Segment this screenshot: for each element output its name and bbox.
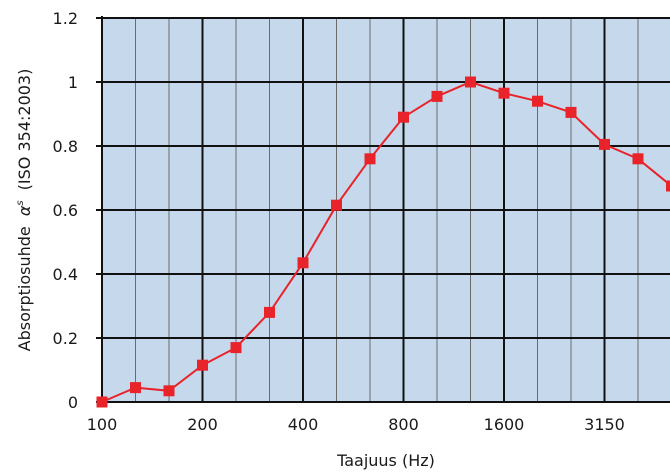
x-tick-label: 3150 (584, 415, 625, 434)
x-tick-label: 1600 (484, 415, 525, 434)
data-point-marker (599, 138, 610, 150)
y-axis-title-superscript: s (15, 200, 26, 205)
data-point-marker (96, 396, 108, 408)
data-point-marker (632, 153, 644, 165)
y-axis-title-prefix: Absorptiosuhde (15, 226, 34, 351)
data-point-marker (431, 90, 443, 102)
data-point-marker (130, 382, 141, 394)
y-tick-label: 1 (68, 73, 78, 92)
y-tick-label: 1.2 (53, 9, 78, 28)
data-point-marker (465, 76, 476, 88)
y-tick-label: 0.8 (53, 137, 78, 156)
data-point-marker (498, 87, 510, 99)
y-tick-label: 0 (68, 393, 78, 412)
y-tick-label: 0.2 (53, 329, 78, 348)
y-tick-labels: 0 0.2 0.4 0.6 0.8 1 1.2 (53, 9, 78, 412)
x-tick-label: 400 (288, 415, 319, 434)
x-tick-label: 200 (187, 415, 218, 434)
x-tick-label: 800 (388, 415, 419, 434)
data-point-marker (230, 342, 242, 354)
data-point-marker (163, 385, 175, 397)
x-axis-title: Taajuus (Hz) (336, 451, 435, 470)
data-point-marker (197, 359, 208, 371)
y-axis-title: Absorptiosuhde αs (ISO 354:2003) (8, 69, 34, 352)
x-tick-labels: 100 200 400 800 1600 3150 (87, 415, 625, 434)
y-tick-label: 0.6 (53, 201, 78, 220)
data-point-marker (331, 199, 342, 211)
y-axis-title-suffix: (ISO 354:2003) (15, 69, 34, 191)
series-line (101, 80, 670, 403)
y-axis-title-symbol: α (15, 205, 34, 216)
grid-lines (96, 16, 670, 406)
data-point-marker (398, 111, 409, 123)
x-tick-label: 100 (87, 415, 118, 434)
data-point-marker (264, 306, 275, 318)
data-point-marker (364, 153, 376, 165)
data-series (96, 76, 670, 408)
data-point-marker (565, 106, 577, 118)
data-point-marker (666, 180, 670, 192)
data-point-marker (532, 95, 543, 107)
data-point-marker (297, 257, 309, 269)
y-tick-label: 0.4 (53, 265, 78, 284)
